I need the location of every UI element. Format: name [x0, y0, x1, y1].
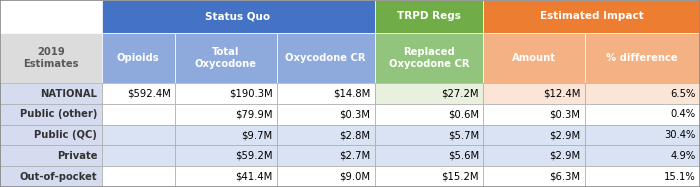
Bar: [175, 104, 276, 125]
Bar: [0, 166, 102, 187]
Bar: [584, 166, 700, 187]
Bar: [175, 125, 276, 145]
Text: $14.8M: $14.8M: [333, 89, 370, 99]
Text: $0.3M: $0.3M: [340, 109, 370, 119]
Bar: [175, 166, 276, 187]
Text: Public (QC): Public (QC): [34, 130, 97, 140]
Bar: [102, 83, 175, 104]
Bar: [276, 83, 374, 104]
Text: Private: Private: [57, 151, 97, 161]
Text: Total
Oxycodone: Total Oxycodone: [195, 47, 257, 69]
Text: 15.1%: 15.1%: [664, 172, 696, 182]
Bar: [102, 0, 374, 33]
Bar: [584, 104, 700, 125]
Text: NATIONAL: NATIONAL: [41, 89, 97, 99]
Bar: [483, 104, 584, 125]
Bar: [374, 83, 483, 104]
Text: $0.3M: $0.3M: [550, 109, 580, 119]
Bar: [374, 145, 483, 166]
Bar: [102, 104, 175, 125]
Text: $0.6M: $0.6M: [448, 109, 479, 119]
Bar: [102, 33, 175, 83]
Bar: [276, 104, 374, 125]
Text: Replaced
Oxycodone CR: Replaced Oxycodone CR: [389, 47, 469, 69]
Bar: [276, 33, 374, 83]
Text: 0.4%: 0.4%: [671, 109, 696, 119]
Text: Public (other): Public (other): [20, 109, 97, 119]
Bar: [483, 33, 584, 83]
Text: 30.4%: 30.4%: [664, 130, 696, 140]
Bar: [483, 166, 584, 187]
Text: Amount: Amount: [512, 53, 556, 63]
Bar: [0, 33, 102, 83]
Bar: [0, 104, 102, 125]
Bar: [276, 125, 374, 145]
Text: $59.2M: $59.2M: [234, 151, 272, 161]
Bar: [0, 125, 102, 145]
Bar: [584, 33, 700, 83]
Text: $190.3M: $190.3M: [229, 89, 272, 99]
Text: Oxycodone CR: Oxycodone CR: [286, 53, 365, 63]
Bar: [584, 125, 700, 145]
Text: Opioids: Opioids: [117, 53, 160, 63]
Text: $27.2M: $27.2M: [441, 89, 479, 99]
Bar: [483, 83, 584, 104]
Text: 6.5%: 6.5%: [671, 89, 696, 99]
Bar: [584, 83, 700, 104]
Bar: [0, 0, 102, 33]
Bar: [374, 104, 483, 125]
Text: $79.9M: $79.9M: [234, 109, 272, 119]
Bar: [374, 166, 483, 187]
Text: TRPD Regs: TRPD Regs: [397, 11, 461, 21]
Text: $9.7M: $9.7M: [241, 130, 272, 140]
Bar: [483, 0, 700, 33]
Bar: [102, 125, 175, 145]
Text: $9.0M: $9.0M: [340, 172, 370, 182]
Text: % difference: % difference: [606, 53, 678, 63]
Bar: [102, 145, 175, 166]
Text: Out-of-pocket: Out-of-pocket: [20, 172, 97, 182]
Text: $12.4M: $12.4M: [543, 89, 580, 99]
Bar: [0, 83, 102, 104]
Text: $2.8M: $2.8M: [340, 130, 370, 140]
Text: $6.3M: $6.3M: [550, 172, 580, 182]
Text: 4.9%: 4.9%: [671, 151, 696, 161]
Text: 2019
Estimates: 2019 Estimates: [23, 47, 78, 69]
Bar: [175, 145, 276, 166]
Text: $15.2M: $15.2M: [441, 172, 479, 182]
Text: $592.4M: $592.4M: [127, 89, 171, 99]
Bar: [102, 166, 175, 187]
Bar: [276, 166, 374, 187]
Bar: [374, 125, 483, 145]
Text: Status Quo: Status Quo: [205, 11, 271, 21]
Bar: [483, 125, 584, 145]
Text: $2.9M: $2.9M: [550, 151, 580, 161]
Text: $41.4M: $41.4M: [235, 172, 272, 182]
Bar: [0, 145, 102, 166]
Bar: [374, 33, 483, 83]
Bar: [374, 0, 483, 33]
Bar: [276, 145, 374, 166]
Bar: [483, 145, 584, 166]
Text: $2.9M: $2.9M: [550, 130, 580, 140]
Text: $5.6M: $5.6M: [448, 151, 479, 161]
Bar: [175, 83, 276, 104]
Bar: [584, 145, 700, 166]
Text: $2.7M: $2.7M: [340, 151, 370, 161]
Text: $5.7M: $5.7M: [448, 130, 479, 140]
Text: Estimated Impact: Estimated Impact: [540, 11, 643, 21]
Bar: [175, 33, 276, 83]
